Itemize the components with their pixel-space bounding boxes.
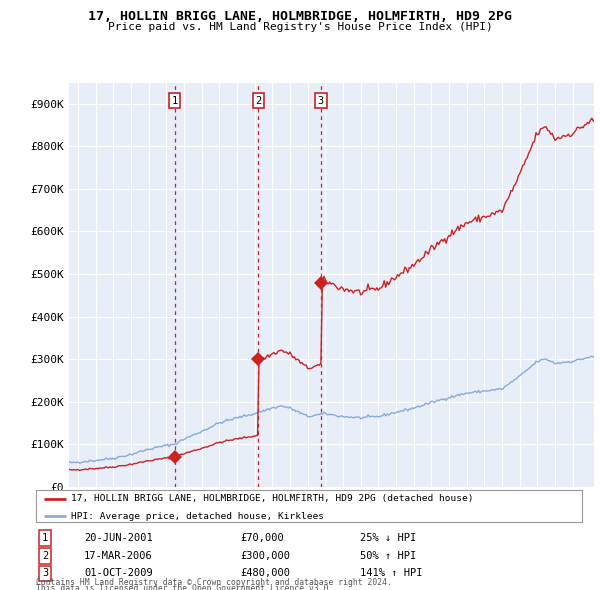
Text: 50% ↑ HPI: 50% ↑ HPI [360,551,416,560]
Text: £70,000: £70,000 [240,533,284,543]
Text: 2: 2 [42,551,48,560]
Text: 1: 1 [172,96,178,106]
Text: 25% ↓ HPI: 25% ↓ HPI [360,533,416,543]
Text: 20-JUN-2001: 20-JUN-2001 [84,533,153,543]
Text: 1: 1 [42,533,48,543]
Text: HPI: Average price, detached house, Kirklees: HPI: Average price, detached house, Kirk… [71,512,325,521]
Text: 3: 3 [42,569,48,578]
Text: 17-MAR-2006: 17-MAR-2006 [84,551,153,560]
Text: Price paid vs. HM Land Registry's House Price Index (HPI): Price paid vs. HM Land Registry's House … [107,22,493,31]
Text: This data is licensed under the Open Government Licence v3.0.: This data is licensed under the Open Gov… [36,584,334,590]
Text: £480,000: £480,000 [240,569,290,578]
Text: 17, HOLLIN BRIGG LANE, HOLMBRIDGE, HOLMFIRTH, HD9 2PG: 17, HOLLIN BRIGG LANE, HOLMBRIDGE, HOLMF… [88,10,512,23]
Text: 141% ↑ HPI: 141% ↑ HPI [360,569,422,578]
Text: £300,000: £300,000 [240,551,290,560]
Text: 3: 3 [318,96,324,106]
Text: 17, HOLLIN BRIGG LANE, HOLMBRIDGE, HOLMFIRTH, HD9 2PG (detached house): 17, HOLLIN BRIGG LANE, HOLMBRIDGE, HOLMF… [71,494,474,503]
Text: Contains HM Land Registry data © Crown copyright and database right 2024.: Contains HM Land Registry data © Crown c… [36,578,392,587]
Text: 2: 2 [255,96,262,106]
Text: 01-OCT-2009: 01-OCT-2009 [84,569,153,578]
